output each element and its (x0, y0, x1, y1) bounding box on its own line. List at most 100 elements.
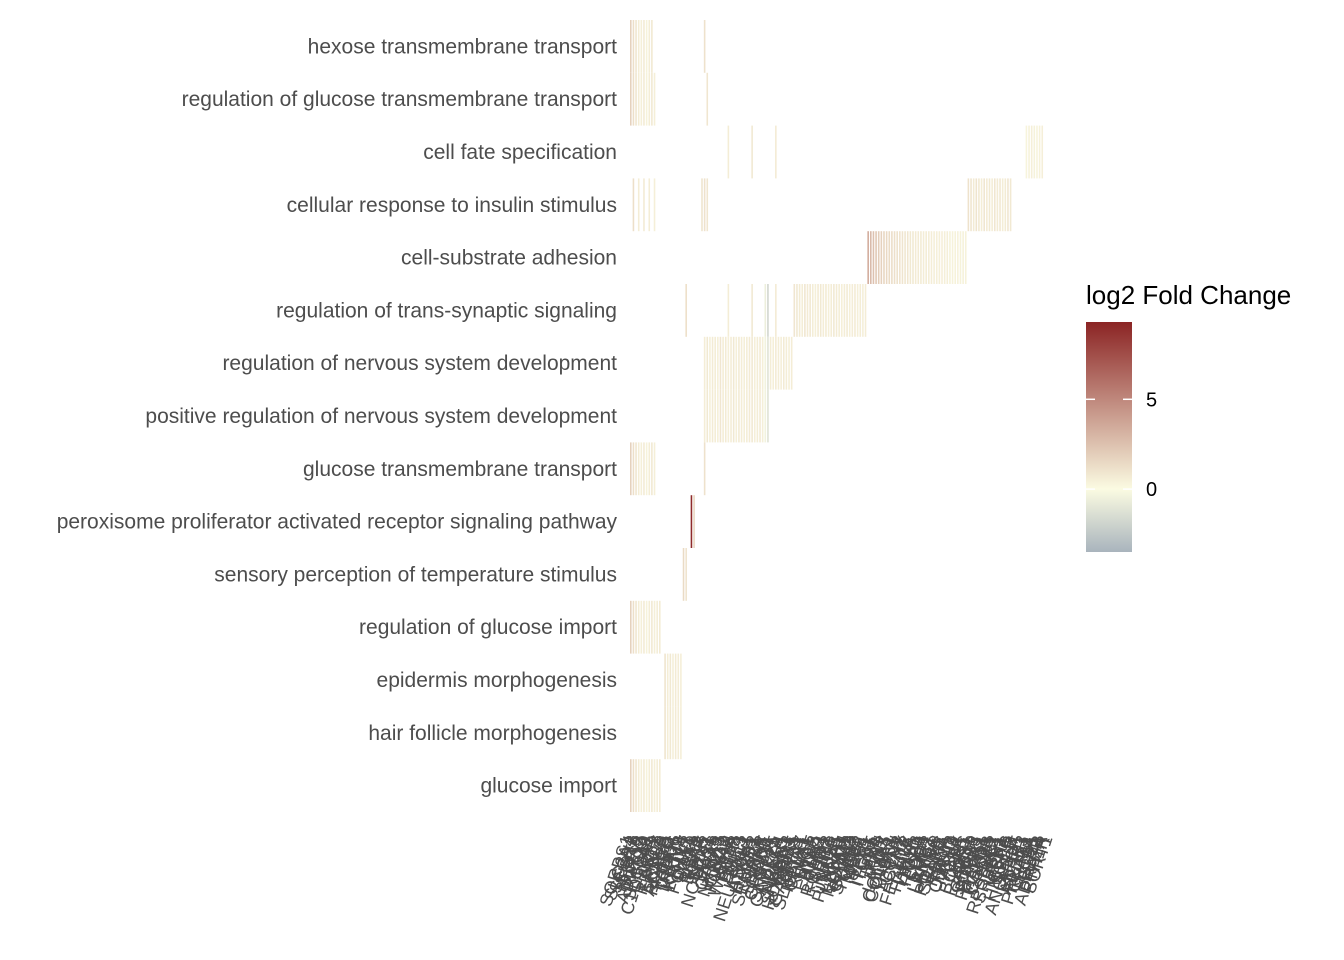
heatmap-cell (751, 284, 753, 337)
heatmap-cell (748, 336, 751, 390)
heatmap-cell (677, 653, 680, 707)
heatmap-cell (775, 284, 777, 337)
heatmap-cell (709, 336, 711, 390)
heatmap-cell (690, 495, 693, 548)
heatmap-cell (943, 231, 946, 284)
heatmap-cell (682, 548, 685, 601)
heatmap-cell (767, 336, 769, 390)
heatmap-cell (645, 20, 648, 73)
heatmap-cell (753, 389, 756, 443)
heatmap-cell (666, 653, 669, 707)
heatmap-cell (677, 706, 680, 760)
heatmap-cell (756, 336, 759, 390)
heatmap-cell (722, 389, 724, 443)
heatmap-cell (775, 125, 777, 179)
heatmap-cell (743, 336, 745, 390)
heatmap-cell (996, 178, 999, 232)
heatmap-cell (1041, 125, 1044, 179)
heatmap-cell (637, 20, 640, 73)
heatmap-cell (740, 389, 743, 443)
heatmap-cell (767, 284, 769, 337)
heatmap-cell (751, 389, 753, 443)
legend-tick-label: 5 (1146, 389, 1157, 411)
heatmap-cell (693, 495, 695, 548)
heatmap-cell (643, 759, 645, 812)
heatmap-cell (991, 178, 993, 232)
heatmap-cell (706, 72, 709, 126)
heatmap-cell (819, 284, 822, 337)
heatmap-cell (637, 72, 640, 126)
heatmap-cell (993, 178, 996, 232)
heatmap-cell (703, 336, 706, 390)
heatmap-cell (843, 284, 846, 337)
heatmap-cell (635, 759, 637, 812)
heatmap-cell (1025, 125, 1028, 179)
y-tick-label: hexose transmembrane transport (308, 35, 617, 58)
heatmap-cell (1007, 178, 1009, 232)
heatmap-cell (793, 284, 796, 337)
heatmap-cell (748, 389, 751, 443)
heatmap-cell (772, 336, 774, 390)
heatmap-cell (724, 389, 727, 443)
heatmap-cell (809, 284, 811, 337)
heatmap-cell (666, 706, 669, 760)
heatmap-cell (706, 178, 709, 232)
x-axis-labels: SORBS1SLC2A4SESN2SIRT6NR4A3IRS2ADIPOQRAB… (596, 833, 1057, 924)
heatmap-cell (1009, 178, 1012, 232)
heatmap-cell (901, 231, 904, 284)
heatmap-cell (632, 759, 635, 812)
heatmap-cell (891, 231, 893, 284)
heatmap-cell (827, 284, 830, 337)
heatmap-cell (938, 231, 941, 284)
heatmap-cell (674, 653, 677, 707)
y-tick-label: regulation of glucose import (359, 616, 617, 639)
y-tick-label: regulation of nervous system development (222, 352, 617, 375)
y-tick-label: glucose transmembrane transport (303, 458, 617, 481)
heatmap-cell (896, 231, 898, 284)
heatmap-cell (880, 231, 883, 284)
heatmap-cell (759, 336, 761, 390)
heatmap-cell (711, 336, 714, 390)
heatmap-cell (653, 759, 656, 812)
heatmap-cell (835, 284, 838, 337)
heatmap-cell (899, 231, 901, 284)
heatmap-cell (872, 231, 875, 284)
heatmap-cell (703, 389, 706, 443)
heatmap-cell (706, 389, 709, 443)
heatmap-cell (764, 389, 767, 443)
heatmap-cell (632, 442, 635, 496)
heatmap-cell (972, 178, 975, 232)
heatmap-cell (717, 336, 719, 390)
heatmap-cell (738, 389, 740, 443)
heatmap-cell (722, 336, 724, 390)
heatmap-cell (630, 20, 632, 73)
heatmap-cell (877, 231, 880, 284)
heatmap-cell (680, 653, 682, 707)
heatmap-cell (756, 389, 759, 443)
heatmap-cell (645, 600, 648, 654)
heatmap-cell (761, 336, 764, 390)
heatmap-cell (986, 178, 988, 232)
heatmap-cell (645, 72, 648, 126)
heatmap-cell (777, 336, 780, 390)
heatmap-cell (775, 336, 777, 390)
heatmap-cell (780, 336, 782, 390)
heatmap-cell (703, 178, 706, 232)
heatmap-cell (659, 600, 661, 654)
heatmap-cell (933, 231, 935, 284)
y-tick-label: cellular response to insulin stimulus (287, 194, 617, 217)
heatmap-cell (640, 600, 643, 654)
heatmap-cell (653, 600, 656, 654)
heatmap-cell (978, 178, 980, 232)
heatmap-cell (759, 389, 761, 443)
heatmap-cell (1033, 125, 1036, 179)
heatmap-cell (1028, 125, 1030, 179)
heatmap-cell (1036, 125, 1038, 179)
heatmap-cell (798, 284, 801, 337)
heatmap-cell (630, 600, 632, 654)
heatmap-cell (703, 442, 706, 496)
heatmap-cell (640, 20, 643, 73)
heatmap-cell (706, 336, 709, 390)
heatmap-cell (841, 284, 843, 337)
heatmap-cell (643, 178, 645, 232)
